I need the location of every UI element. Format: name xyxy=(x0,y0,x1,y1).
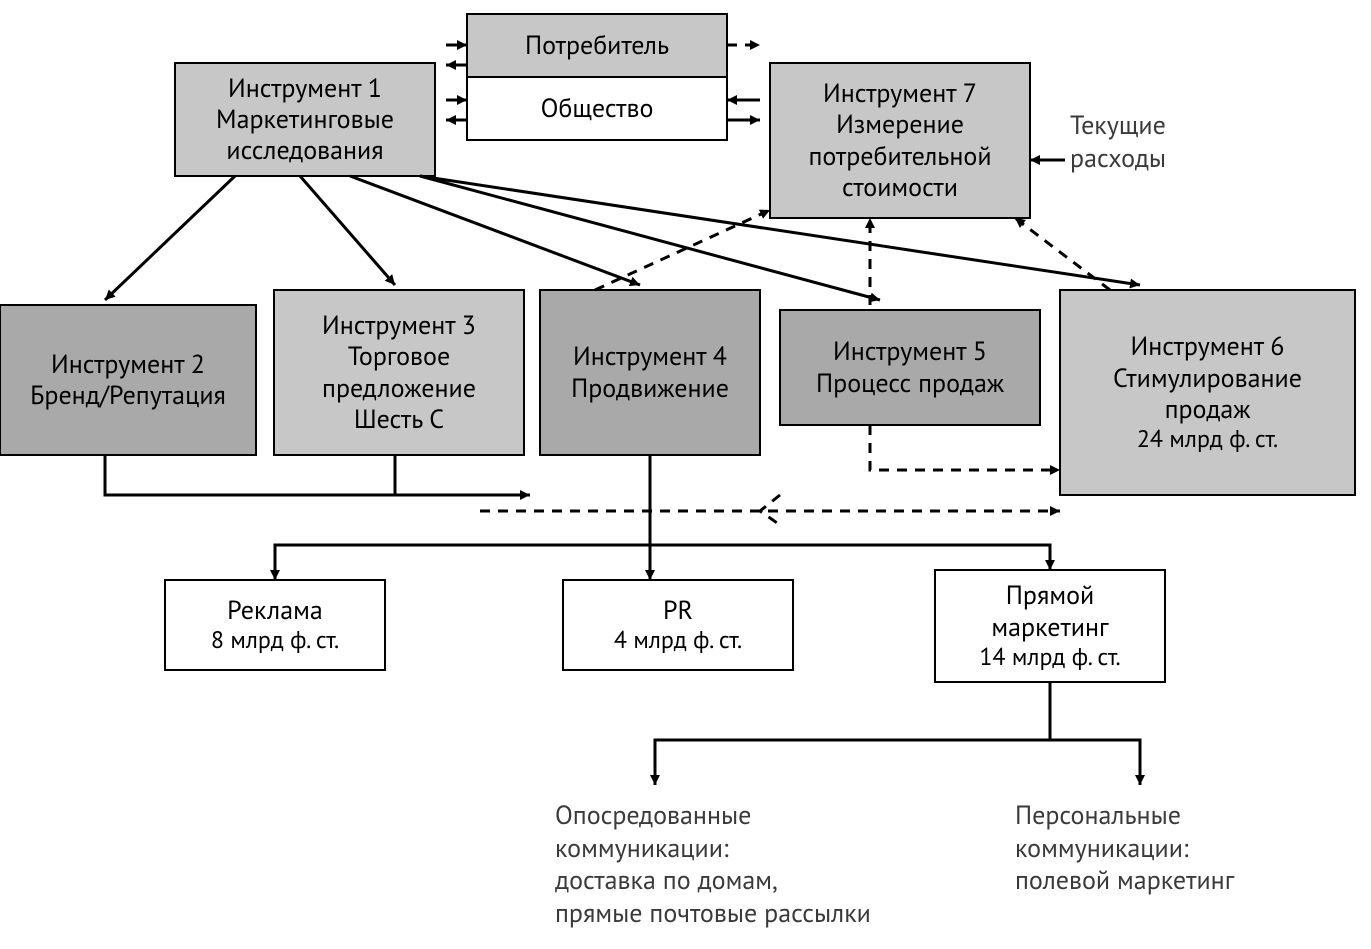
node-pr-line0: PR xyxy=(663,595,693,626)
node-t5-line0: Инструмент 5 xyxy=(833,336,987,367)
node-t2-line0: Инструмент 2 xyxy=(51,349,205,380)
node-t1-line0: Инструмент 1 xyxy=(228,73,382,104)
node-t6: Инструмент 6Стимулированиепродаж24 млрд … xyxy=(1060,290,1355,495)
node-society-line0: Общество xyxy=(541,93,654,124)
node-t4: Инструмент 4Продвижение xyxy=(540,290,760,455)
node-t1-line2: исследования xyxy=(226,135,383,166)
label-mediated-line3: прямые почтовые рассылки xyxy=(555,898,871,931)
node-t7: Инструмент 7Измерениепотребительнойстоим… xyxy=(770,63,1030,218)
label-mediated-line1: коммуникации: xyxy=(555,833,871,866)
node-t7-line0: Инструмент 7 xyxy=(823,78,977,109)
diagram-stage: Потребитель Общество Инструмент 1Маркетинг… xyxy=(0,0,1371,949)
node-t3: Инструмент 3ТорговоепредложениеШесть С xyxy=(274,290,524,455)
label-mediated-line0: Опосредованные xyxy=(555,800,871,833)
node-t7-line3: стоимости xyxy=(842,172,958,203)
node-dm-sub: 14 млрд ф. ст. xyxy=(979,643,1120,672)
node-t4-line1: Продвижение xyxy=(571,373,729,404)
node-t6-line0: Инструмент 6 xyxy=(1131,331,1285,362)
node-t6-line1: Стимулирование xyxy=(1113,363,1302,394)
node-ad: Реклама8 млрд ф. ст. xyxy=(165,580,385,670)
node-t3-line0: Инструмент 3 xyxy=(322,310,476,341)
label-expenses: Текущиерасходы xyxy=(1070,110,1166,175)
label-personal-line0: Персональные xyxy=(1015,800,1234,833)
node-t5: Инструмент 5Процесс продаж xyxy=(780,310,1040,425)
node-society: Общество xyxy=(467,77,727,140)
node-t3-line1: Торговое xyxy=(348,341,450,372)
node-t2-line1: Бренд/Репутация xyxy=(30,380,226,411)
node-t6-line2: продаж xyxy=(1165,394,1251,425)
node-dm: Прямоймаркетинг14 млрд ф. ст. xyxy=(935,570,1165,682)
node-dm-line1: маркетинг xyxy=(991,612,1108,643)
label-expenses-line1: расходы xyxy=(1070,143,1166,176)
node-consumer: Потребитель xyxy=(467,14,727,77)
node-ad-sub: 8 млрд ф. ст. xyxy=(211,626,339,655)
node-ad-line0: Реклама xyxy=(227,595,323,626)
node-pr-sub: 4 млрд ф. ст. xyxy=(614,626,742,655)
node-consumer-line0: Потребитель xyxy=(525,30,669,61)
label-personal-line1: коммуникации: xyxy=(1015,833,1234,866)
node-t3-line2: предложение xyxy=(322,373,476,404)
label-personal: Персональныекоммуникации:полевой маркети… xyxy=(1015,800,1234,898)
label-mediated-line2: доставка по домам, xyxy=(555,865,871,898)
node-t7-line2: потребительной xyxy=(808,141,991,172)
node-t1: Инструмент 1Маркетинговыеисследования xyxy=(175,63,435,176)
label-personal-line2: полевой маркетинг xyxy=(1015,865,1234,898)
node-t7-line1: Измерение xyxy=(836,109,964,140)
node-t5-line1: Процесс продаж xyxy=(816,368,1004,399)
node-dm-line0: Прямой xyxy=(1006,580,1094,611)
label-mediated: Опосредованныекоммуникации:доставка по д… xyxy=(555,800,871,930)
node-t1-line1: Маркетинговые xyxy=(216,104,394,135)
node-t4-line0: Инструмент 4 xyxy=(573,341,727,372)
node-t6-sub: 24 млрд ф. ст. xyxy=(1137,425,1278,454)
label-expenses-line0: Текущие xyxy=(1070,110,1166,143)
node-t3-line3: Шесть С xyxy=(354,404,444,435)
node-t2: Инструмент 2Бренд/Репутация xyxy=(0,305,256,455)
node-pr: PR4 млрд ф. ст. xyxy=(563,580,793,670)
